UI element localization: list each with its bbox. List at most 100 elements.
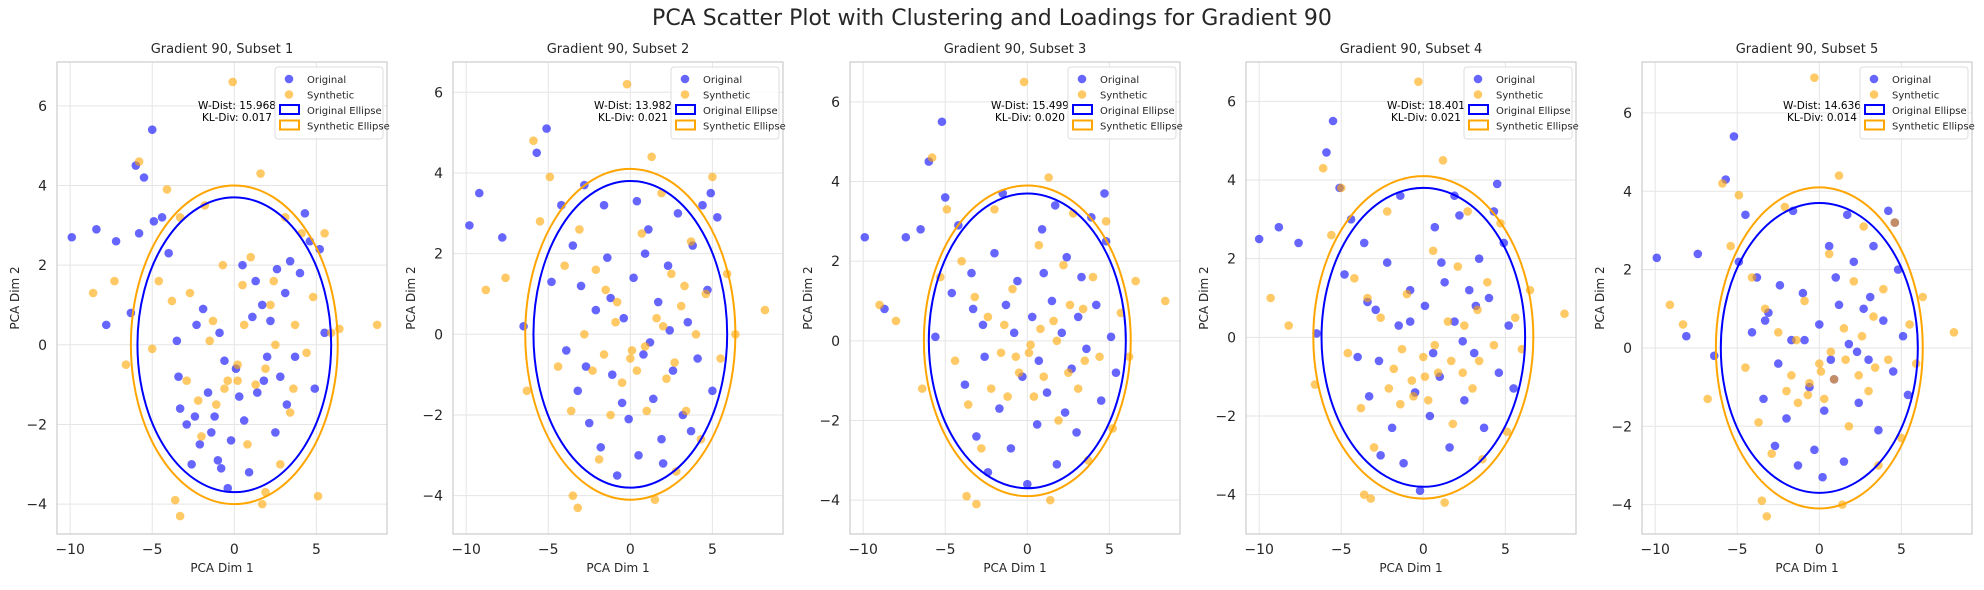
original-point <box>713 213 722 222</box>
x-tick-label: 5 <box>1501 542 1510 558</box>
synthetic-point <box>1036 325 1045 334</box>
original-point <box>1112 368 1121 377</box>
original-point <box>286 257 295 266</box>
original-point <box>1406 317 1415 326</box>
original-point <box>1033 420 1042 429</box>
synthetic-point <box>987 384 996 393</box>
original-point <box>1062 253 1071 262</box>
synthetic-point <box>1490 341 1499 350</box>
synthetic-point <box>1449 420 1458 429</box>
legend-label: Synthetic Ellipse <box>703 122 786 133</box>
y-axis-label: PCA Dim 2 <box>404 266 418 329</box>
original-point <box>1874 426 1883 435</box>
synthetic-point <box>1735 191 1744 200</box>
original-point <box>1371 306 1380 315</box>
original-point <box>916 225 925 234</box>
synthetic-point <box>320 229 329 238</box>
x-tick-label: 5 <box>708 542 717 558</box>
synthetic-point <box>618 378 627 387</box>
y-axis-label: PCA Dim 2 <box>801 266 815 329</box>
original-point <box>659 459 668 468</box>
original-point <box>1470 349 1479 358</box>
x-axis-label: PCA Dim 1 <box>1379 561 1442 575</box>
original-point <box>150 217 159 226</box>
original-point <box>263 352 272 361</box>
synthetic-point <box>1015 368 1024 377</box>
y-tick-label: −4 <box>1215 488 1236 504</box>
original-point <box>235 392 244 401</box>
legend-marker <box>285 75 294 84</box>
x-tick-label: 5 <box>1897 542 1906 558</box>
original-point <box>1399 459 1408 468</box>
y-tick-label: 4 <box>1623 184 1632 200</box>
synthetic-point <box>659 322 668 331</box>
synthetic-point <box>194 396 203 405</box>
synthetic-point <box>652 314 661 323</box>
x-tick-label: −10 <box>848 542 878 558</box>
legend-label: Original Ellipse <box>1496 106 1571 117</box>
synthetic-point <box>1080 356 1089 365</box>
y-axis-label: PCA Dim 2 <box>1593 266 1607 329</box>
original-point <box>608 370 617 379</box>
x-tick-label: 5 <box>312 542 321 558</box>
original-point <box>562 346 571 355</box>
y-tick-label: −4 <box>1611 498 1632 514</box>
original-point <box>1835 301 1844 310</box>
legend-label: Synthetic <box>1892 91 1939 102</box>
synthetic-point <box>977 444 986 453</box>
original-point <box>860 233 869 242</box>
legend: Original Synthetic Original Ellipse Synthet… <box>1464 67 1579 139</box>
original-point <box>1840 457 1849 466</box>
original-point <box>1092 301 1101 310</box>
legend-marker <box>1078 90 1087 99</box>
synthetic-point <box>1319 164 1328 173</box>
synthetic-point <box>482 286 491 295</box>
synthetic-point <box>1473 306 1482 315</box>
legend-label: Original Ellipse <box>1892 106 1967 117</box>
original-point <box>1509 384 1518 393</box>
original-point <box>158 213 167 222</box>
original-point <box>1429 349 1438 358</box>
synthetic-point <box>261 364 270 373</box>
x-axis-label: PCA Dim 1 <box>1775 561 1838 575</box>
original-point <box>979 321 988 330</box>
original-point <box>176 404 185 413</box>
synthetic-point <box>613 298 622 307</box>
synthetic-point <box>1703 395 1712 404</box>
synthetic-point <box>163 185 172 194</box>
original-point <box>1431 223 1440 232</box>
legend-label: Synthetic <box>1100 91 1147 102</box>
synthetic-point <box>918 384 927 393</box>
synthetic-point <box>569 491 578 500</box>
synthetic-point <box>1849 277 1858 286</box>
synthetic-point <box>1864 387 1873 396</box>
synthetic-point <box>1102 217 1111 226</box>
original-point <box>1849 257 1858 266</box>
synthetic-point <box>1460 321 1469 330</box>
synthetic-point <box>1854 371 1863 380</box>
original-point <box>708 386 717 395</box>
original-point <box>1859 304 1868 313</box>
x-tick-label: −5 <box>1331 542 1352 558</box>
synthetic-point <box>271 341 280 350</box>
y-tick-label: −2 <box>26 417 47 433</box>
stats-annotation: W-Dist: 18.401 <box>1387 100 1465 112</box>
synthetic-point <box>1468 384 1477 393</box>
synthetic-point <box>573 503 582 512</box>
original-point <box>1782 414 1791 423</box>
synthetic-point <box>708 173 717 182</box>
synthetic-point <box>1035 241 1044 250</box>
synthetic-point <box>662 374 671 383</box>
synthetic-point <box>964 400 973 409</box>
synthetic-point <box>680 282 689 291</box>
stats-annotation: KL-Div: 0.021 <box>1391 112 1461 124</box>
synthetic-point <box>687 237 696 246</box>
synthetic-point <box>1820 395 1829 404</box>
synthetic-point <box>1431 341 1440 350</box>
synthetic-point <box>1396 400 1405 409</box>
synthetic-point <box>1879 285 1888 294</box>
original-point <box>1322 148 1331 157</box>
original-point <box>1365 392 1374 401</box>
synthetic-point <box>1817 367 1826 376</box>
synthetic-point <box>171 496 180 505</box>
